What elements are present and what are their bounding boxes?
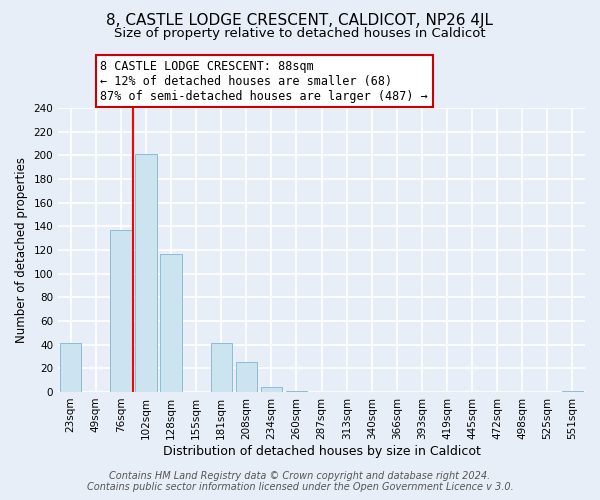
Bar xyxy=(236,362,257,392)
Text: 8 CASTLE LODGE CRESCENT: 88sqm
← 12% of detached houses are smaller (68)
87% of : 8 CASTLE LODGE CRESCENT: 88sqm ← 12% of … xyxy=(100,60,428,102)
Bar xyxy=(160,254,182,392)
Bar xyxy=(60,344,82,392)
Text: Size of property relative to detached houses in Caldicot: Size of property relative to detached ho… xyxy=(114,28,486,40)
Bar xyxy=(261,387,282,392)
Y-axis label: Number of detached properties: Number of detached properties xyxy=(15,157,28,343)
Bar xyxy=(286,391,307,392)
Bar xyxy=(110,230,131,392)
Bar xyxy=(211,344,232,392)
X-axis label: Distribution of detached houses by size in Caldicot: Distribution of detached houses by size … xyxy=(163,444,481,458)
Text: Contains HM Land Registry data © Crown copyright and database right 2024.
Contai: Contains HM Land Registry data © Crown c… xyxy=(86,471,514,492)
Bar xyxy=(136,154,157,392)
Bar xyxy=(562,391,583,392)
Text: 8, CASTLE LODGE CRESCENT, CALDICOT, NP26 4JL: 8, CASTLE LODGE CRESCENT, CALDICOT, NP26… xyxy=(107,12,493,28)
